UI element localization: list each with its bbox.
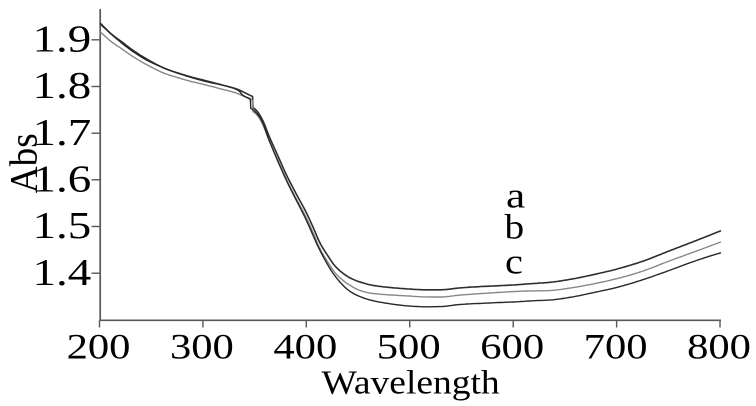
svg-text:1.6: 1.6 — [33, 159, 92, 201]
svg-text:1.5: 1.5 — [33, 205, 92, 247]
svg-text:200: 200 — [67, 326, 131, 366]
svg-text:Abs: Abs — [3, 133, 46, 193]
svg-text:1.8: 1.8 — [33, 65, 92, 107]
svg-text:400: 400 — [273, 326, 337, 366]
svg-text:1.7: 1.7 — [33, 112, 92, 154]
svg-text:c: c — [505, 242, 523, 282]
svg-text:b: b — [505, 208, 525, 246]
svg-text:600: 600 — [480, 326, 544, 366]
svg-text:1.4: 1.4 — [33, 252, 92, 294]
svg-text:300: 300 — [170, 326, 234, 366]
svg-text:1.9: 1.9 — [33, 19, 92, 61]
svg-text:700: 700 — [584, 326, 648, 366]
svg-text:500: 500 — [377, 326, 441, 366]
svg-text:Wavelength: Wavelength — [322, 363, 500, 401]
svg-text:800: 800 — [687, 326, 751, 366]
svg-text:a: a — [506, 176, 526, 216]
